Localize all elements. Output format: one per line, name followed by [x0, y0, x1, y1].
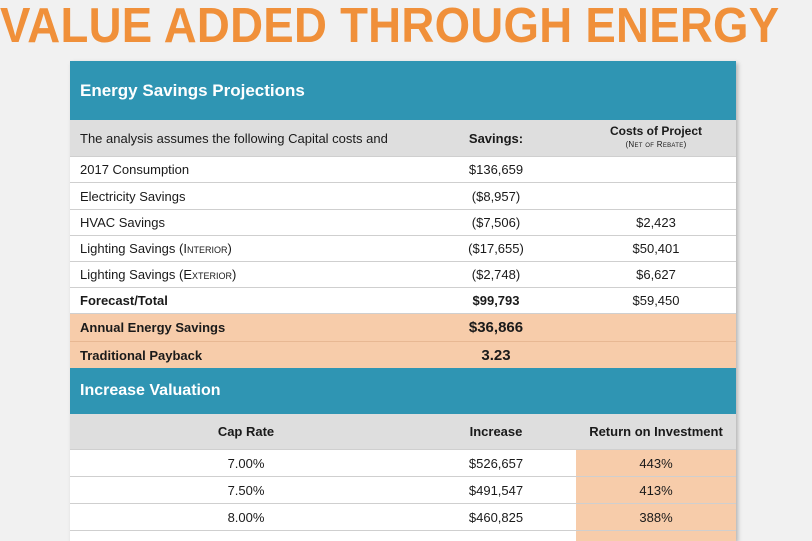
row-label: Lighting Savings (Interior) [80, 236, 232, 261]
cap-rate-value: 7.50% [227, 482, 265, 498]
annual-savings-row: Annual Energy Savings $36,866 [70, 314, 736, 342]
valuation-row: 7.50% $491,547 413% [70, 477, 736, 504]
valuation-row: 8.00% $460,825 388% [70, 504, 736, 531]
row-label-text: Lighting Savings [80, 267, 176, 282]
row-savings: ($17,655) [468, 241, 524, 256]
costs-header-subtitle: (Net of Rebate) [625, 140, 687, 149]
costs-header-note: Net of Rebate [628, 140, 684, 149]
row-label: Lighting Savings (Exterior) [80, 262, 236, 287]
row-label: 2017 Consumption [80, 162, 190, 177]
costs-header-title: Costs of Project [609, 124, 702, 138]
table-row: HVAC Savings ($7,506) $2,423 [70, 210, 736, 236]
energy-column-header-row: The analysis assumes the following Capit… [70, 120, 736, 157]
cap-rate-value: 7.00% [227, 455, 265, 471]
roi-value: 443% [576, 450, 736, 476]
total-label: Forecast/Total [80, 293, 168, 308]
intro-text: The analysis assumes the following Capit… [80, 130, 388, 146]
energy-card: Energy Savings Projections The analysis … [70, 61, 736, 541]
table-row: Lighting Savings (Interior) ($17,655) $5… [70, 236, 736, 262]
energy-section-header: Energy Savings Projections [70, 61, 736, 120]
row-label: Electricity Savings [80, 188, 186, 204]
table-row: 2017 Consumption $136,659 [70, 157, 736, 183]
row-cost: $6,627 [636, 267, 676, 282]
roi-header: Return on Investment [589, 424, 723, 439]
costs-header: Costs of Project (Net of Rebate) [576, 120, 736, 156]
row-savings: ($8,957) [471, 188, 521, 204]
total-row: Forecast/Total $99,793 $59,450 [70, 288, 736, 314]
row-savings: $136,659 [468, 162, 524, 177]
annual-savings-value: $36,866 [468, 319, 524, 336]
row-cost [576, 183, 736, 209]
roi-value: 388% [576, 504, 736, 530]
total-savings: $99,793 [472, 293, 520, 308]
increase-header: Increase [469, 424, 523, 439]
payback-value: 3.23 [481, 346, 511, 364]
table-row: Lighting Savings (Exterior) ($2,748) $6,… [70, 262, 736, 288]
row-cost: $50,401 [632, 241, 680, 256]
valuation-column-header-row: Cap Rate Increase Return on Investment [70, 414, 736, 450]
roi-value: 413% [576, 477, 736, 503]
cap-rate-value: 8.00% [227, 509, 265, 525]
row-savings: ($7,506) [471, 215, 521, 230]
row-cost: $2,423 [636, 215, 676, 230]
row-label-note: (Exterior) [179, 267, 237, 282]
payback-label: Traditional Payback [80, 347, 203, 363]
savings-header: Savings: [468, 130, 524, 146]
page-title: VALUE ADDED THROUGH ENERGY [0, 0, 780, 53]
row-label-text: Lighting Savings [80, 241, 176, 256]
total-cost: $59,450 [632, 293, 680, 308]
row-cost [576, 157, 736, 182]
increase-value: $526,657 [468, 455, 524, 471]
row-label-note: (Interior) [179, 241, 232, 256]
valuation-section-header: Increase Valuation [70, 368, 736, 414]
increase-value: $491,547 [468, 482, 524, 498]
row-savings: ($2,748) [471, 267, 521, 282]
annual-savings-label: Annual Energy Savings [80, 320, 226, 335]
payback-row: Traditional Payback 3.23 [70, 342, 736, 368]
valuation-row: 7.00% $526,657 443% [70, 450, 736, 477]
increase-value: $460,825 [468, 509, 524, 525]
row-label: HVAC Savings [80, 215, 166, 230]
table-row: Electricity Savings ($8,957) [70, 183, 736, 210]
cap-rate-header: Cap Rate [217, 424, 275, 439]
